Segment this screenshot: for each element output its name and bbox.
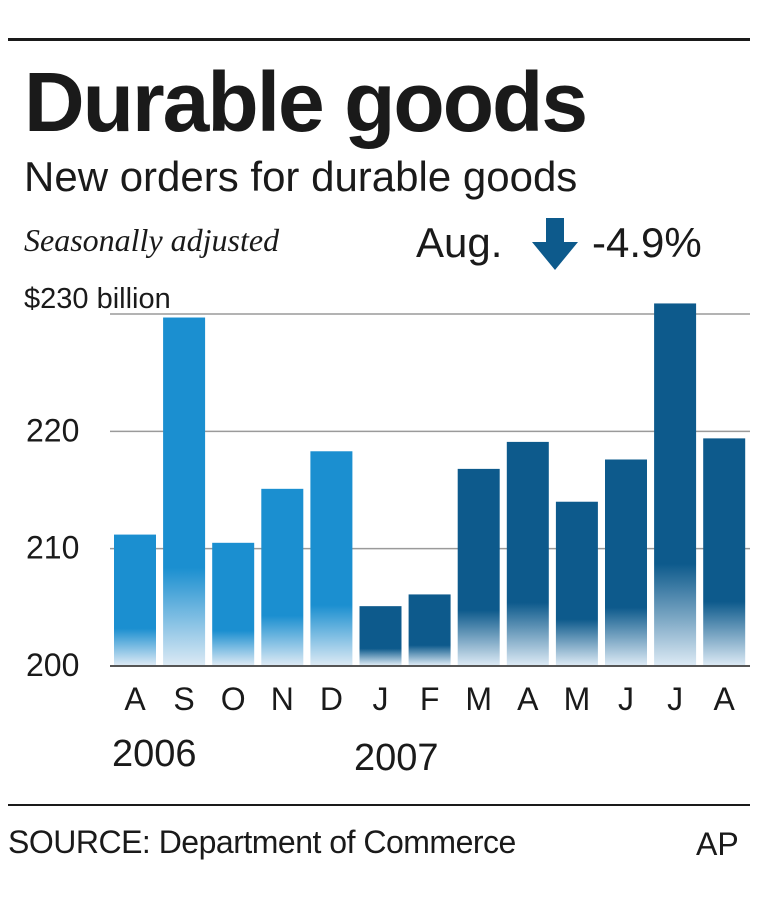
bar bbox=[310, 451, 353, 665]
bars bbox=[114, 303, 746, 665]
bar bbox=[506, 441, 549, 665]
x-tick-label: N bbox=[271, 681, 294, 717]
x-tick-label: A bbox=[714, 681, 736, 717]
bottom-rule bbox=[8, 804, 750, 806]
year-label: 2007 bbox=[354, 737, 439, 779]
bar bbox=[605, 459, 647, 665]
y-tick-label: 200 bbox=[26, 647, 79, 683]
x-tick-label: A bbox=[124, 681, 146, 717]
y-tick-label: $230 billion bbox=[24, 283, 171, 315]
chart-title: Durable goods bbox=[24, 55, 588, 149]
bar bbox=[555, 501, 598, 665]
chart-subtitle: New orders for durable goods bbox=[24, 153, 578, 200]
bar bbox=[703, 438, 746, 665]
bar bbox=[359, 606, 402, 665]
bar bbox=[114, 534, 156, 665]
bar bbox=[457, 468, 500, 665]
x-tick-label: M bbox=[564, 681, 591, 717]
x-tick-label: M bbox=[465, 681, 492, 717]
seasonally-adjusted-note: Seasonally adjusted bbox=[24, 222, 280, 258]
x-tick-label: D bbox=[320, 681, 343, 717]
x-tick-label: S bbox=[173, 681, 194, 717]
credit-label: AP bbox=[696, 826, 739, 862]
year-label: 2006 bbox=[112, 733, 197, 775]
bar bbox=[408, 594, 451, 665]
y-tick-label: 210 bbox=[26, 530, 79, 566]
x-tick-label: J bbox=[373, 681, 389, 717]
x-tick-label: O bbox=[221, 681, 246, 717]
bar bbox=[261, 488, 304, 665]
down-arrow-icon bbox=[532, 218, 578, 270]
bar bbox=[654, 303, 697, 665]
x-tick-label: A bbox=[517, 681, 539, 717]
down-arrow-shape bbox=[532, 218, 578, 270]
y-tick-label: 220 bbox=[26, 412, 79, 448]
x-tick-label: J bbox=[618, 681, 634, 717]
bar bbox=[212, 542, 255, 665]
bar bbox=[163, 317, 206, 665]
change-value-label: -4.9% bbox=[592, 219, 702, 266]
source-note: SOURCE: Department of Commerce bbox=[8, 824, 516, 860]
x-tick-label: F bbox=[420, 681, 440, 717]
x-tick-label: J bbox=[667, 681, 683, 717]
change-month-label: Aug. bbox=[416, 219, 503, 266]
top-rule bbox=[8, 38, 750, 41]
